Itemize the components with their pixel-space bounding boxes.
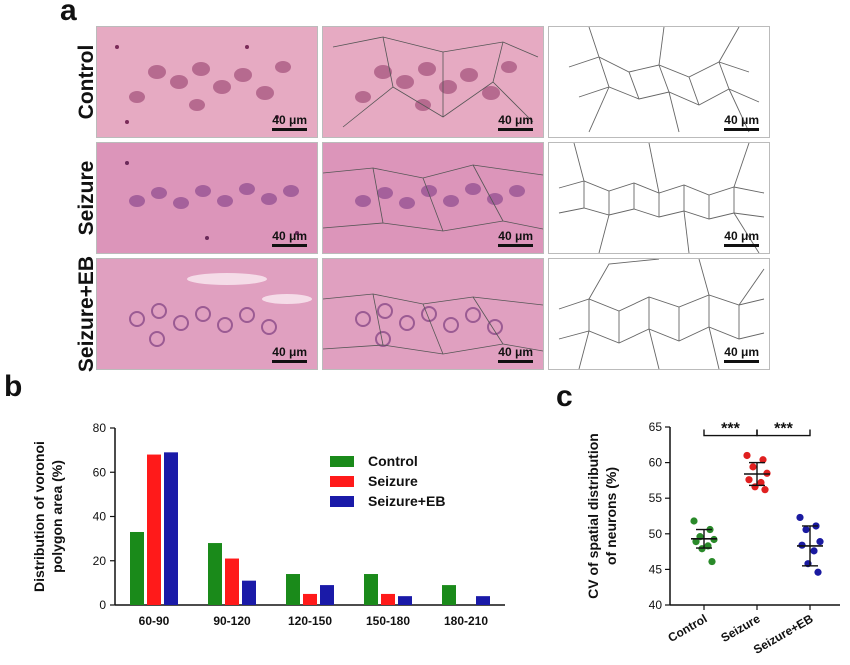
bar [225, 558, 239, 605]
legend-swatch [330, 496, 354, 507]
x-tick-label: Seizure [719, 611, 763, 645]
tissue-image [97, 259, 317, 369]
micrograph-control-he: 40 μm [96, 26, 318, 138]
bar [398, 596, 412, 605]
data-point [814, 568, 822, 576]
data-point [761, 486, 769, 494]
bar [130, 531, 144, 605]
scale-bar: 40 μm [498, 113, 533, 131]
y-axis-title-line: of neurons (%) [603, 467, 619, 565]
significance-label: *** [774, 421, 793, 438]
data-point [708, 557, 716, 566]
chart-points: *** *** [690, 421, 824, 576]
voronoi-seizure-eb: 40 μm [548, 258, 770, 370]
tissue-image [323, 259, 543, 369]
bar [208, 543, 222, 605]
data-point [757, 478, 765, 487]
legend-label: Control [368, 453, 418, 469]
bar [303, 593, 317, 605]
data-point [749, 463, 757, 471]
y-tick-label: 65 [649, 420, 663, 434]
scale-bar: 40 μm [272, 345, 307, 363]
significance-label: *** [721, 421, 740, 438]
scale-bar: 40 μm [272, 113, 307, 131]
y-axis-title-line: Distribution of voronoi [31, 441, 47, 592]
y-tick-label: 45 [649, 562, 663, 576]
panel-a-letter: a [60, 0, 77, 27]
panel-c-letter: c [556, 380, 573, 413]
scale-bar: 40 μm [724, 113, 759, 131]
bar [364, 574, 378, 605]
legend-label: Seizure+EB [368, 493, 445, 509]
y-tick-label: 20 [93, 554, 107, 568]
x-tick-label: 150-180 [366, 614, 410, 628]
voronoi-diagram [558, 143, 765, 253]
voronoi-diagram [568, 27, 760, 133]
voronoi-seizure: 40 μm [548, 142, 770, 254]
voronoi-control: 40 μm [548, 26, 770, 138]
significance-bracket [756, 429, 811, 437]
tissue-image [323, 143, 543, 253]
micrograph-seizure-he: 40 μm [96, 142, 318, 254]
data-point [759, 456, 767, 464]
y-tick-label: 0 [99, 598, 106, 612]
tissue-image [323, 27, 543, 137]
micrograph-seizure-overlay: 40 μm [322, 142, 544, 254]
x-tick-label: 60-90 [139, 614, 170, 628]
y-tick-label: 40 [649, 598, 663, 612]
scale-bar: 40 μm [498, 229, 533, 247]
data-point [745, 476, 753, 484]
x-tick-label: Control [666, 611, 710, 644]
legend-swatch [330, 456, 354, 467]
y-axis-title: Distribution of voronoi polygon area (%) [31, 441, 65, 592]
x-tick-label: 90-120 [213, 614, 251, 628]
y-tick-label: 55 [649, 491, 663, 505]
scatter-chart-cv: 40 45 50 55 60 65 CV of spatial distribution of… [585, 420, 840, 657]
voronoi-diagram [558, 259, 765, 369]
y-tick-label: 40 [93, 510, 107, 524]
y-tick-label: 80 [93, 421, 107, 435]
data-point [690, 517, 698, 525]
chart-legend: Control Seizure Seizure+EB [330, 453, 445, 509]
legend-label: Seizure [368, 473, 418, 489]
bar [476, 596, 490, 605]
bar [286, 574, 300, 605]
scale-bar: 40 μm [498, 345, 533, 363]
data-point [810, 547, 818, 555]
data-point [816, 538, 824, 546]
bar [164, 452, 178, 605]
tissue-image [97, 27, 317, 137]
y-tick-label: 60 [93, 465, 107, 479]
y-tick-label: 50 [649, 527, 663, 541]
panel-b-letter: b [4, 370, 23, 403]
scale-bar: 40 μm [724, 345, 759, 363]
micrograph-control-overlay: 40 μm [322, 26, 544, 138]
micrograph-seizure-eb-he: 40 μm [96, 258, 318, 370]
legend-swatch [330, 476, 354, 487]
y-axis-title: CV of spatial distribution of neurons (%) [585, 433, 619, 599]
bar [381, 593, 395, 605]
scale-bar: 40 μm [272, 229, 307, 247]
x-tick-label: 180-210 [444, 614, 488, 628]
y-axis-title-line: polygon area (%) [49, 460, 65, 573]
x-tick-label: 120-150 [288, 614, 332, 628]
micrograph-seizure-eb-overlay: 40 μm [322, 258, 544, 370]
bar-chart-voronoi-area: 0 20 40 60 80 Distribution of voronoi polygon … [31, 421, 505, 628]
bar [442, 585, 456, 605]
tissue-image [97, 143, 317, 253]
y-tick-label: 60 [649, 456, 663, 470]
scale-bar: 40 μm [724, 229, 759, 247]
bar [320, 585, 334, 605]
data-point [802, 525, 810, 534]
chart-axes: 0 20 40 60 80 Distribution of voronoi polygon … [31, 421, 505, 628]
data-point [796, 513, 804, 522]
data-point [692, 538, 700, 546]
bar [147, 454, 161, 605]
data-point [743, 451, 751, 460]
y-axis-title-line: CV of spatial distribution [585, 433, 601, 599]
x-tick-label: Seizure+EB [751, 611, 816, 656]
bar [242, 580, 256, 605]
chart-bars [130, 452, 490, 605]
